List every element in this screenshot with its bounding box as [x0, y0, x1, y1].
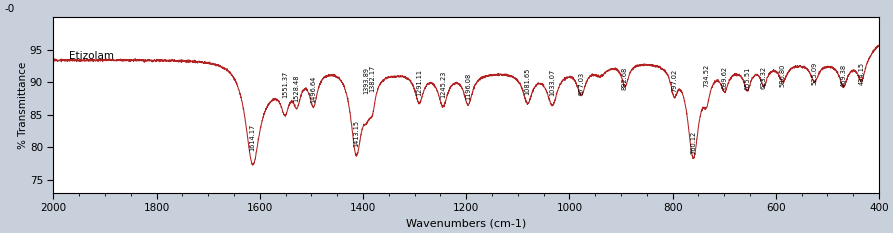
Text: 1196.08: 1196.08	[465, 72, 472, 100]
Text: 469.38: 469.38	[840, 64, 847, 87]
Text: 1382.17: 1382.17	[369, 65, 375, 92]
X-axis label: Wavenumbers (cm-1): Wavenumbers (cm-1)	[406, 219, 526, 229]
Text: 1291.11: 1291.11	[416, 69, 422, 96]
Text: 1081.65: 1081.65	[524, 68, 530, 95]
Text: 892.68: 892.68	[622, 67, 628, 90]
Text: 623.32: 623.32	[761, 65, 767, 89]
Text: 1551.37: 1551.37	[282, 71, 288, 98]
Text: -0: -0	[4, 4, 14, 14]
Text: 1245.23: 1245.23	[440, 71, 446, 98]
Text: 977.03: 977.03	[579, 72, 584, 95]
Text: 434.15: 434.15	[858, 62, 864, 85]
Y-axis label: % Transmittance: % Transmittance	[18, 61, 29, 148]
Text: Etizolam: Etizolam	[69, 51, 113, 62]
Text: 655.51: 655.51	[744, 67, 750, 90]
Text: 1528.48: 1528.48	[294, 74, 300, 102]
Text: 525.09: 525.09	[812, 62, 817, 85]
Text: 1496.64: 1496.64	[310, 75, 316, 103]
Text: 734.52: 734.52	[704, 64, 709, 87]
Text: 1033.07: 1033.07	[549, 69, 555, 96]
Text: 586.80: 586.80	[780, 64, 786, 87]
Text: 760.12: 760.12	[690, 130, 697, 154]
Text: 1614.17: 1614.17	[249, 123, 255, 151]
Text: 1393.89: 1393.89	[363, 67, 369, 94]
Text: 797.02: 797.02	[672, 69, 677, 92]
Text: 699.62: 699.62	[722, 65, 728, 89]
Text: 1413.15: 1413.15	[353, 120, 359, 147]
